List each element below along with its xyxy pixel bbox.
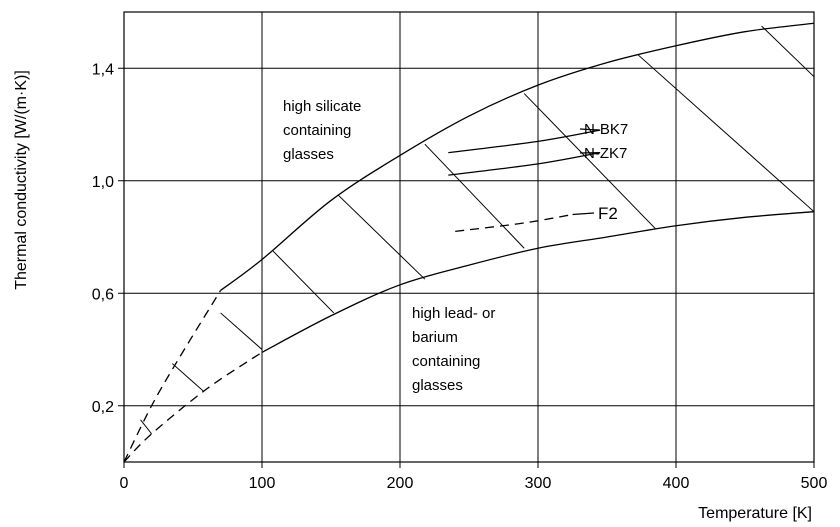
y-tick-label: 1,0 bbox=[92, 174, 114, 191]
x-tick-label: 400 bbox=[663, 475, 690, 492]
high-silicate-annotation: high silicate containing glasses bbox=[283, 98, 366, 163]
x-axis-label: Temperature [K] bbox=[698, 505, 812, 522]
label-leader bbox=[579, 128, 601, 131]
series-lines bbox=[123, 22, 815, 463]
y-tick-label: 0,6 bbox=[92, 286, 114, 303]
y-axis-label: Thermal conductivity [W/(m·K)] bbox=[13, 70, 30, 290]
plot-frame bbox=[123, 11, 815, 463]
series-line-n-zk7 bbox=[448, 151, 601, 176]
grid bbox=[124, 12, 815, 462]
axes: 0 100 200 300 400 500 0,2 0,6 1,0 1,4 bbox=[92, 11, 828, 492]
series-label-n-bk7: N-BK7 bbox=[584, 121, 628, 138]
x-tick-label: 200 bbox=[387, 475, 414, 492]
hatch-line bbox=[140, 419, 152, 435]
x-tick-label: 300 bbox=[525, 475, 552, 492]
hatch-line bbox=[424, 143, 525, 249]
label-leader bbox=[572, 212, 595, 216]
boundary-line-2 bbox=[261, 211, 815, 353]
hatch-line bbox=[220, 312, 263, 350]
series-label-n-zk7: N-ZK7 bbox=[584, 145, 627, 162]
y-tick-label: 1,4 bbox=[92, 61, 114, 78]
hatch-line bbox=[171, 363, 205, 393]
hatch-line bbox=[337, 194, 426, 280]
x-tick-label: 100 bbox=[249, 475, 276, 492]
hatch-line bbox=[637, 53, 815, 213]
high-lead-barium-annotation: high lead- or barium containing glasses bbox=[412, 305, 500, 394]
y-tick-label: 0,2 bbox=[92, 399, 114, 416]
series-line-f2 bbox=[455, 213, 573, 233]
hatch-line bbox=[761, 25, 815, 78]
hatch-line bbox=[523, 93, 656, 229]
boundary-line-1 bbox=[123, 290, 222, 463]
boundary-line-0 bbox=[220, 22, 815, 291]
series-label-f2: F2 bbox=[598, 204, 618, 223]
x-tick-label: 0 bbox=[120, 475, 129, 492]
x-tick-label: 500 bbox=[801, 475, 828, 492]
hatch-line bbox=[272, 250, 335, 314]
boundary-line-3 bbox=[123, 351, 263, 463]
hatch-lines bbox=[140, 25, 815, 435]
label-leaders bbox=[572, 128, 601, 216]
series-line-n-bk7 bbox=[448, 129, 601, 154]
